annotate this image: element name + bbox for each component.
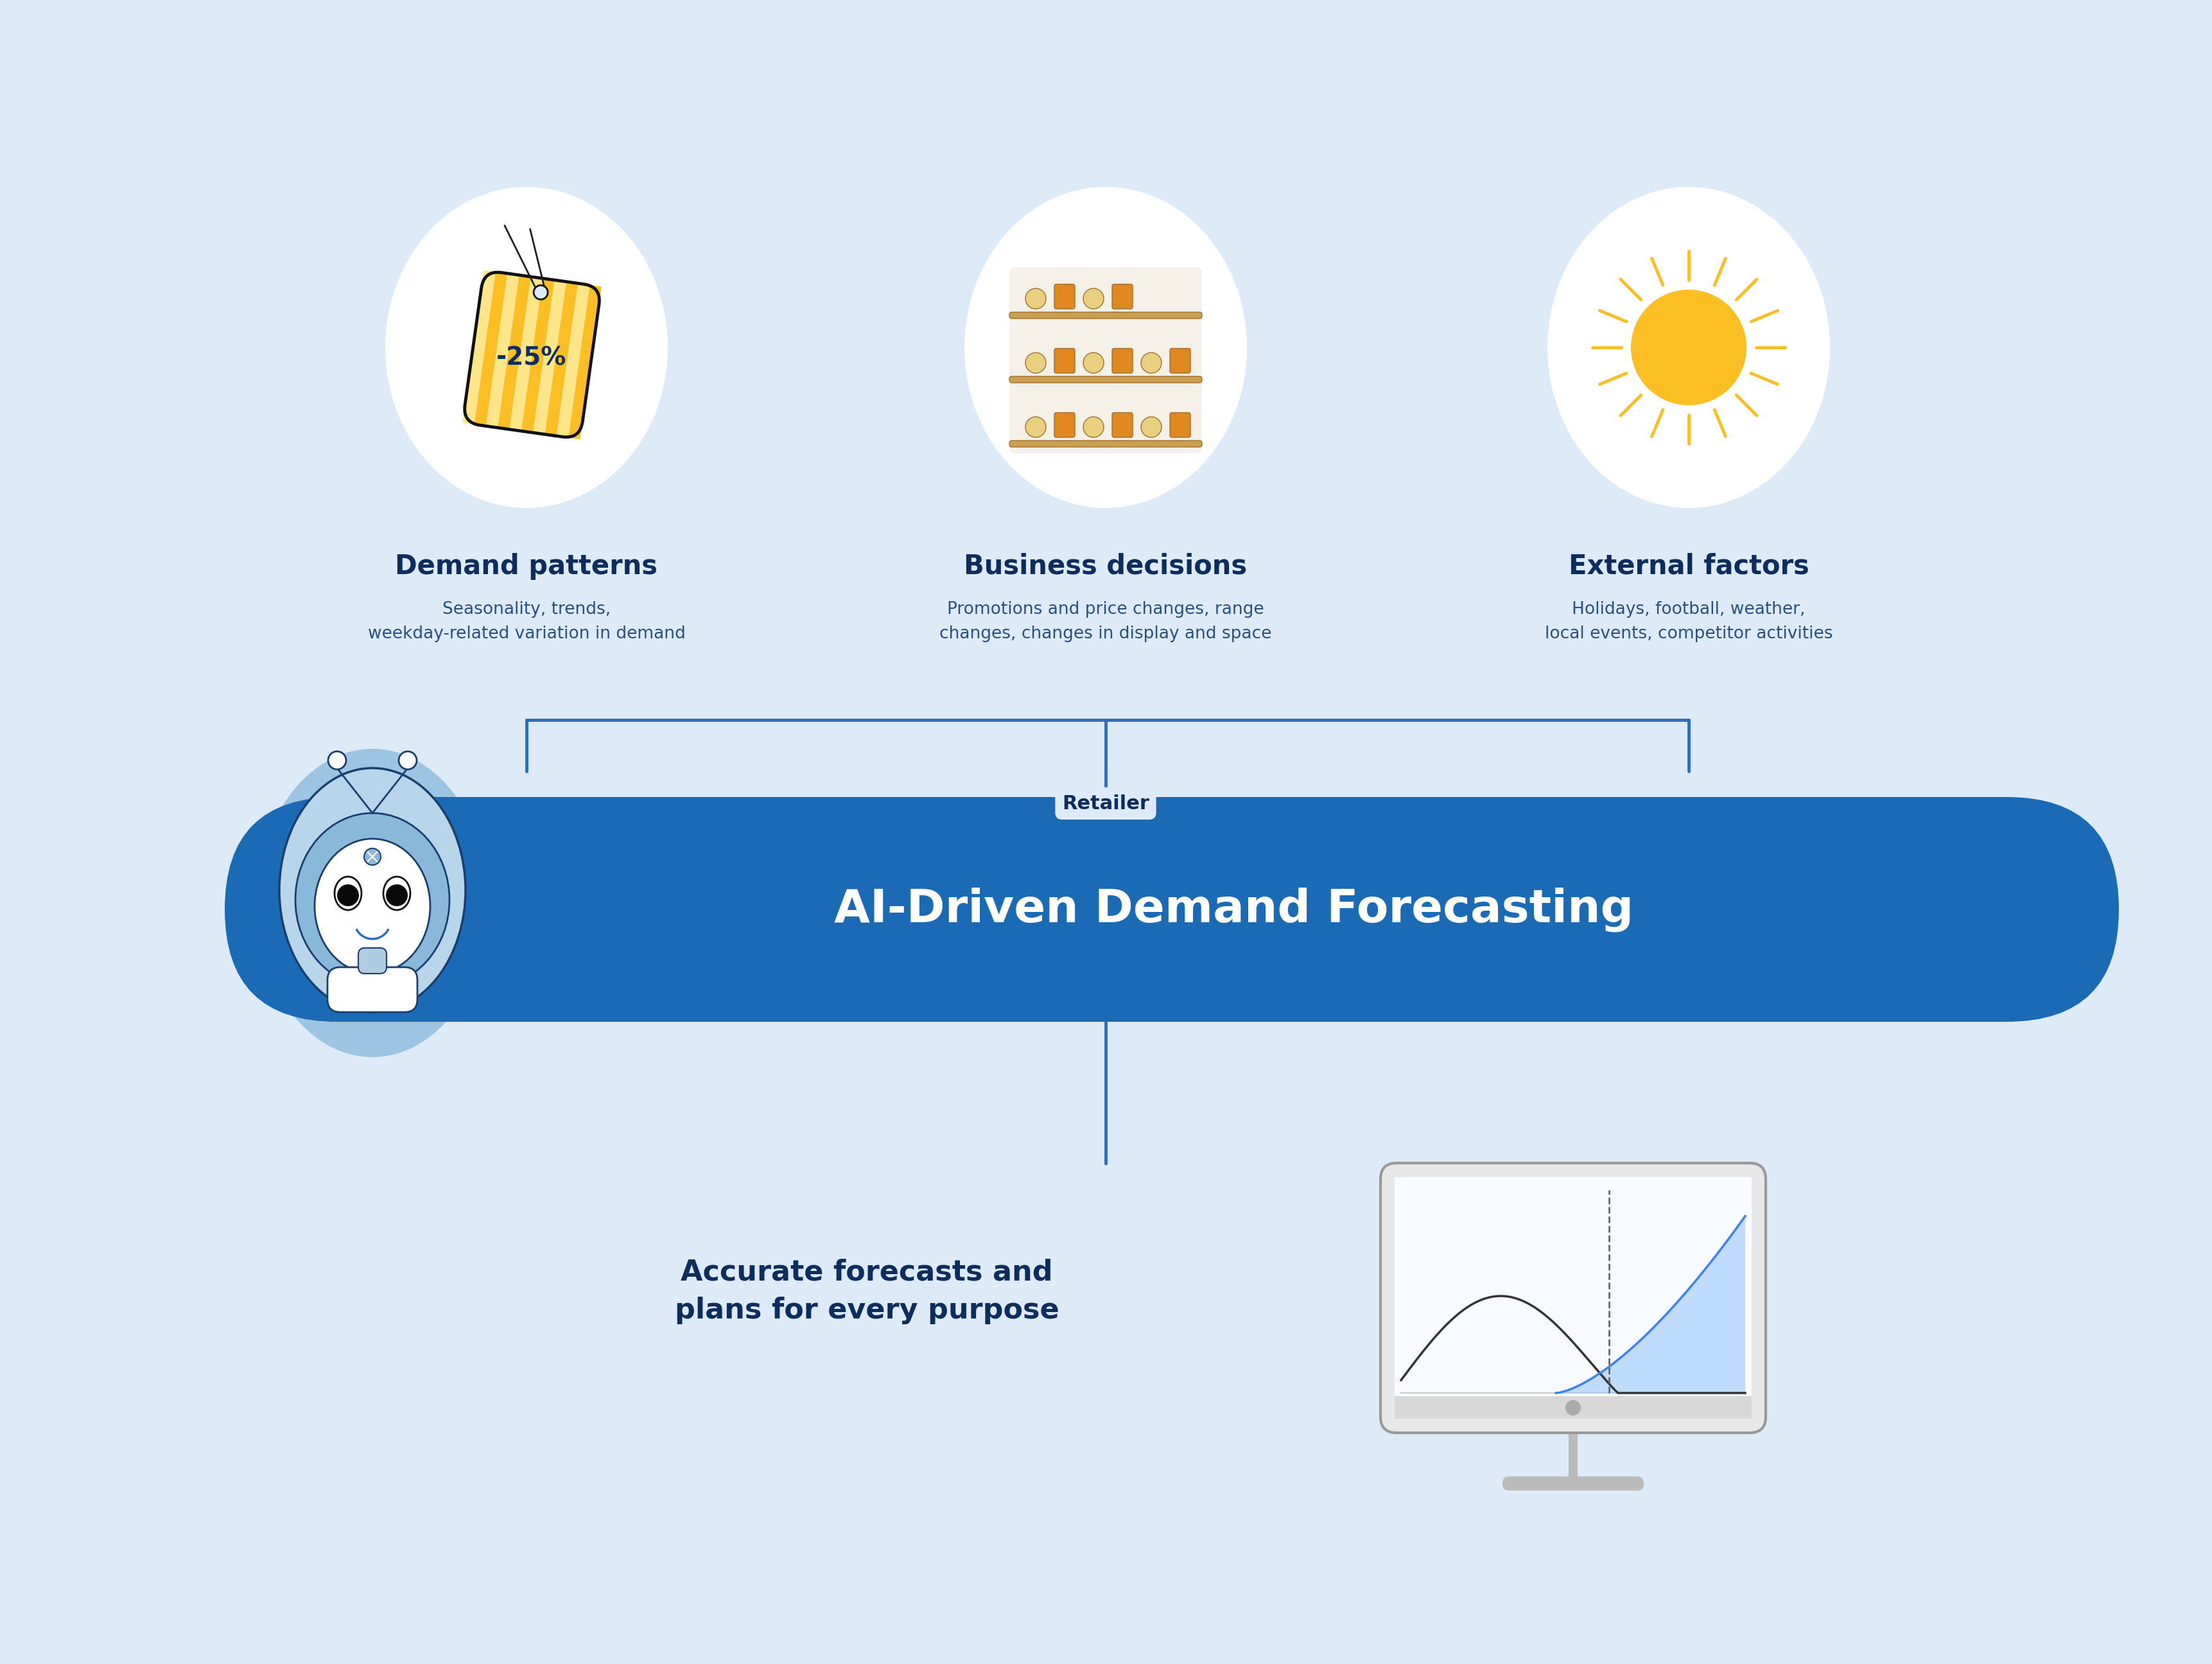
FancyBboxPatch shape bbox=[1009, 441, 1201, 448]
FancyBboxPatch shape bbox=[1009, 268, 1201, 453]
Polygon shape bbox=[568, 285, 602, 439]
Ellipse shape bbox=[296, 814, 449, 987]
Ellipse shape bbox=[383, 877, 409, 910]
Circle shape bbox=[1084, 353, 1104, 373]
FancyBboxPatch shape bbox=[1009, 376, 1201, 383]
Circle shape bbox=[1026, 416, 1046, 438]
Polygon shape bbox=[544, 281, 577, 436]
FancyBboxPatch shape bbox=[1055, 413, 1075, 438]
Ellipse shape bbox=[385, 186, 668, 508]
Circle shape bbox=[1566, 1399, 1582, 1416]
Ellipse shape bbox=[279, 769, 465, 1012]
Text: Demand patterns: Demand patterns bbox=[396, 552, 657, 581]
FancyBboxPatch shape bbox=[226, 797, 2119, 1022]
Polygon shape bbox=[557, 283, 591, 438]
FancyBboxPatch shape bbox=[1113, 285, 1133, 310]
Polygon shape bbox=[487, 273, 520, 428]
Polygon shape bbox=[462, 270, 495, 424]
Circle shape bbox=[336, 884, 358, 907]
Text: Seasonality, trends,
weekday-related variation in demand: Seasonality, trends, weekday-related var… bbox=[367, 601, 686, 642]
Text: Retailer: Retailer bbox=[1062, 794, 1150, 812]
FancyBboxPatch shape bbox=[1170, 413, 1190, 438]
Text: Promotions and price changes, range
changes, changes in display and space: Promotions and price changes, range chan… bbox=[940, 601, 1272, 642]
Circle shape bbox=[365, 849, 380, 865]
Circle shape bbox=[398, 752, 416, 769]
Circle shape bbox=[533, 285, 549, 300]
FancyBboxPatch shape bbox=[1009, 313, 1201, 318]
FancyBboxPatch shape bbox=[1055, 285, 1075, 310]
FancyBboxPatch shape bbox=[1055, 348, 1075, 373]
Ellipse shape bbox=[1548, 186, 1829, 508]
Text: Holidays, football, weather,
local events, competitor activities: Holidays, football, weather, local event… bbox=[1544, 601, 1834, 642]
Text: Accurate forecasts and
plans for every purpose: Accurate forecasts and plans for every p… bbox=[675, 1258, 1060, 1325]
Circle shape bbox=[1084, 288, 1104, 310]
Text: Business decisions: Business decisions bbox=[964, 552, 1248, 581]
Text: External factors: External factors bbox=[1568, 552, 1809, 581]
Text: AI-Driven Demand Forecasting: AI-Driven Demand Forecasting bbox=[834, 887, 1635, 932]
FancyBboxPatch shape bbox=[1113, 348, 1133, 373]
Ellipse shape bbox=[257, 749, 489, 1057]
Polygon shape bbox=[533, 280, 566, 434]
FancyBboxPatch shape bbox=[1394, 1176, 1752, 1396]
FancyBboxPatch shape bbox=[358, 948, 387, 973]
Circle shape bbox=[1026, 288, 1046, 310]
Polygon shape bbox=[498, 275, 531, 429]
FancyBboxPatch shape bbox=[1502, 1476, 1644, 1491]
Ellipse shape bbox=[334, 877, 361, 910]
FancyBboxPatch shape bbox=[1170, 348, 1190, 373]
Text: -25%: -25% bbox=[495, 346, 566, 369]
Circle shape bbox=[1141, 416, 1161, 438]
Circle shape bbox=[385, 884, 407, 907]
Ellipse shape bbox=[314, 839, 429, 973]
Circle shape bbox=[1084, 416, 1104, 438]
FancyBboxPatch shape bbox=[1113, 413, 1133, 438]
Ellipse shape bbox=[964, 186, 1248, 508]
FancyBboxPatch shape bbox=[1394, 1396, 1752, 1419]
FancyBboxPatch shape bbox=[1380, 1163, 1765, 1433]
Circle shape bbox=[1630, 290, 1747, 406]
Circle shape bbox=[327, 752, 345, 769]
Circle shape bbox=[1026, 353, 1046, 373]
Polygon shape bbox=[473, 271, 507, 426]
Circle shape bbox=[1141, 353, 1161, 373]
Polygon shape bbox=[509, 276, 542, 431]
FancyBboxPatch shape bbox=[327, 967, 418, 1012]
Polygon shape bbox=[522, 278, 555, 433]
